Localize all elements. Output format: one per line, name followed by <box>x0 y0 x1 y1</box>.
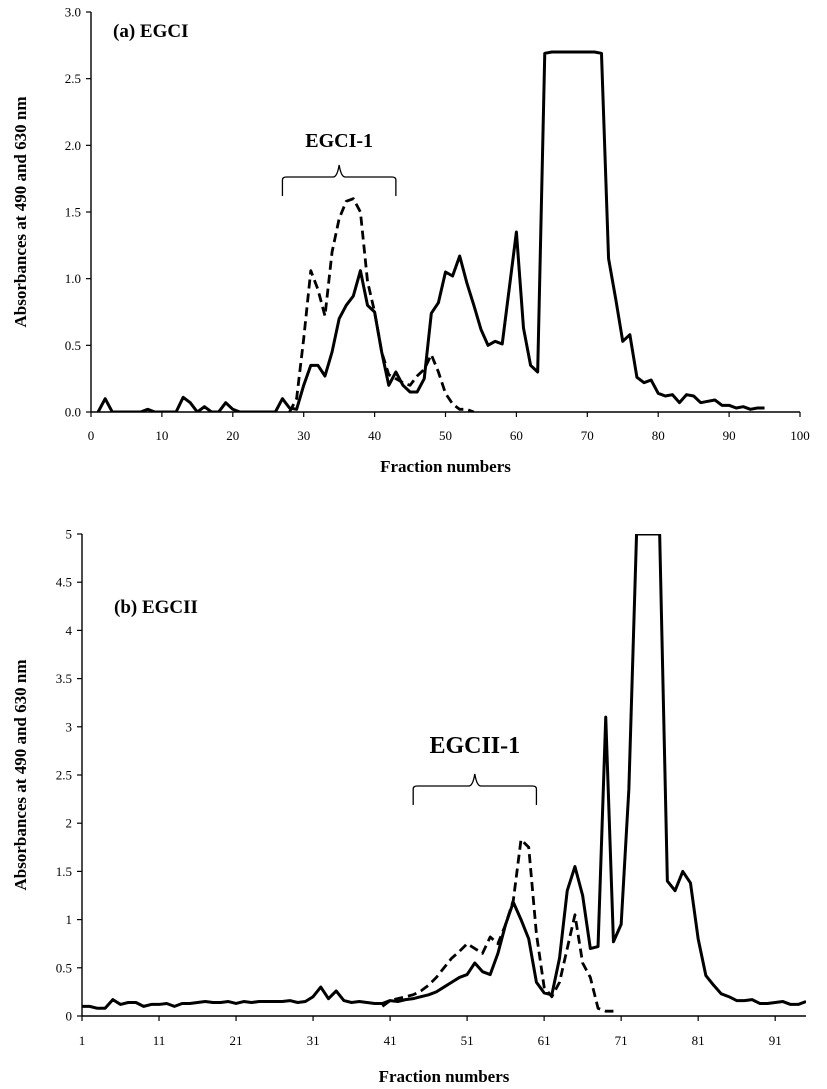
series-line-dashed <box>381 838 614 1013</box>
x-tick-label: 21 <box>230 1033 243 1048</box>
x-tick-label: 50 <box>439 428 452 443</box>
y-tick-label: 1.5 <box>65 205 81 220</box>
x-tick-label: 81 <box>692 1033 705 1048</box>
x-tick-label: 80 <box>652 428 665 443</box>
y-tick-label: 2.5 <box>56 768 72 783</box>
x-tick-label: 11 <box>153 1033 166 1048</box>
y-tick-label: 3.0 <box>65 5 81 20</box>
x-tick-label: 40 <box>368 428 381 443</box>
x-tick-label: 41 <box>384 1033 397 1048</box>
y-tick-label: 2 <box>66 816 73 831</box>
y-tick-label: 1 <box>66 912 73 927</box>
chart-panel-b: 00.511.522.533.544.551 11 21 31 41 51 61 71 81 91… <box>11 527 806 1086</box>
x-tick-label: 0 <box>88 428 95 443</box>
annotation-brace <box>281 164 397 196</box>
x-tick-label: 10 <box>155 428 168 443</box>
y-tick-label: 4.5 <box>56 575 72 590</box>
x-tick-label: 20 <box>226 428 239 443</box>
y-tick-label: 1.0 <box>65 271 81 286</box>
x-tick-label: 70 <box>581 428 594 443</box>
x-tick-label: 90 <box>723 428 736 443</box>
chart-panel-a: 0.0 0.5 1.0 1.5 2.0 2.5 3.0 0 10 20 30 40 50 60 70 80 90… <box>11 5 810 477</box>
y-tick-label: 0.5 <box>56 960 72 975</box>
y-tick-label: 1.5 <box>56 864 72 879</box>
y-tick-label: 0 <box>66 1009 73 1024</box>
x-tick-label: 60 <box>510 428 523 443</box>
y-tick-label: 2.5 <box>65 71 81 86</box>
y-tick-label: 0.5 <box>65 338 81 353</box>
y-tick-label: 2.0 <box>65 138 81 153</box>
series-line-solid <box>82 534 806 1010</box>
annotation-label: EGCI-1 <box>305 130 373 152</box>
x-tick-label: 51 <box>461 1033 474 1048</box>
x-tick-label: 100 <box>790 428 810 443</box>
panel-title: (b) EGCII <box>114 597 198 618</box>
y-axis-label: Absorbances at 490 and 630 nm <box>11 660 30 891</box>
x-tick-label: 71 <box>615 1033 628 1048</box>
y-tick-label: 0.0 <box>65 405 81 420</box>
y-tick-label: 4 <box>66 623 73 638</box>
panel-title: (a) EGCI <box>113 21 188 42</box>
y-tick-label: 3 <box>66 719 73 734</box>
series-line-dashed <box>288 197 475 412</box>
x-tick-label: 1 <box>79 1033 86 1048</box>
y-tick-label: 5 <box>66 527 73 542</box>
x-tick-label: 91 <box>769 1033 782 1048</box>
series-line-solid <box>96 50 765 412</box>
x-axis-label: Fraction numbers <box>380 457 511 476</box>
x-tick-label: 31 <box>307 1033 320 1048</box>
annotation-brace <box>412 773 538 805</box>
y-axis-label: Absorbances at 490 and 630 nm <box>11 97 30 328</box>
y-tick-label: 3.5 <box>56 671 72 686</box>
annotation-label: EGCII-1 <box>429 733 520 759</box>
x-tick-label: 30 <box>297 428 310 443</box>
x-tick-label: 61 <box>538 1033 551 1048</box>
x-axis-label: Fraction numbers <box>379 1067 510 1086</box>
